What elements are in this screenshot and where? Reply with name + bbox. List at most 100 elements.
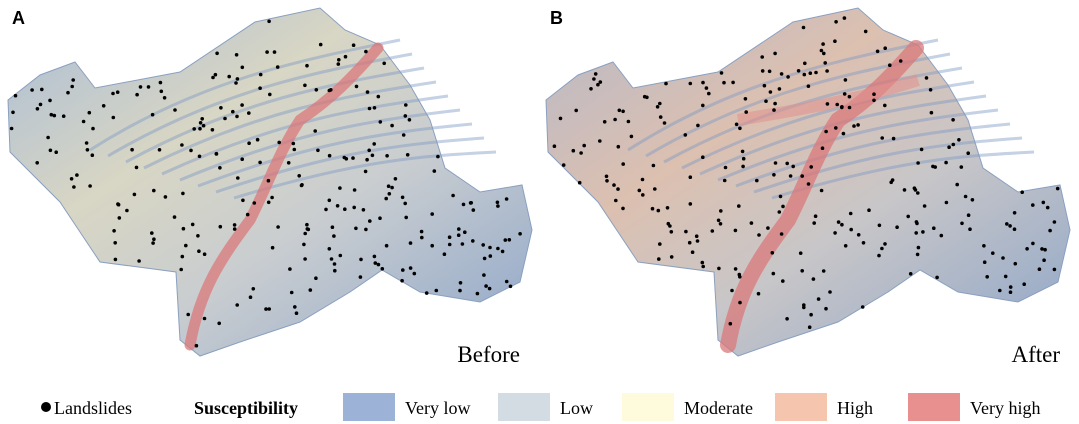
ridge <box>753 136 1023 194</box>
landslide-point <box>9 126 14 131</box>
landslide-point <box>403 201 408 206</box>
landslide-point <box>877 253 881 258</box>
landslide-point <box>690 250 695 254</box>
landslide-point <box>701 103 705 108</box>
landslide-point <box>834 126 838 130</box>
landslide-point <box>806 182 811 186</box>
landslide-point <box>40 87 44 92</box>
landslide-point <box>382 61 387 66</box>
landslide-point <box>860 305 865 309</box>
landslide-point <box>841 131 846 136</box>
landslide-point <box>664 81 668 86</box>
landslide-point <box>764 99 768 103</box>
landslide-point <box>912 186 917 190</box>
landslide-point <box>637 188 642 193</box>
landslide-point <box>781 279 785 283</box>
landslide-point <box>451 193 455 198</box>
landslide-point <box>842 16 847 20</box>
landslide-point <box>192 127 196 131</box>
landslide-point <box>877 223 882 228</box>
landslide-point <box>863 29 868 34</box>
landslide-point <box>891 136 896 141</box>
landslide-point <box>461 202 466 207</box>
landslide-point <box>248 295 253 300</box>
landslide-point <box>1031 241 1035 246</box>
legend-item-label: High <box>837 398 873 418</box>
landslide-point <box>834 20 838 24</box>
landslide-point <box>867 208 871 212</box>
landslide-point <box>785 161 789 166</box>
landslide-point <box>1012 211 1017 215</box>
landslide-point <box>684 229 688 234</box>
ridge <box>735 122 1011 188</box>
landslide-point <box>889 180 893 185</box>
landslide-point <box>342 155 347 160</box>
landslide-point <box>598 139 602 143</box>
landslide-point <box>779 232 784 236</box>
ridge <box>771 150 1035 200</box>
landslide-point <box>701 80 705 85</box>
legend-marker-label: Landslides <box>54 398 132 418</box>
landslide-point <box>966 213 971 217</box>
landslide-point <box>816 297 821 301</box>
landslide-point <box>265 50 269 54</box>
landslide-point <box>231 109 235 114</box>
landslide-point <box>458 281 463 285</box>
landslide-point <box>935 275 939 280</box>
landslide-point <box>737 204 741 208</box>
landslide-point <box>286 161 291 165</box>
landslide-point <box>49 112 54 117</box>
landslide-point <box>824 306 828 311</box>
landslide-point <box>48 98 52 103</box>
landslide-point <box>852 124 856 128</box>
landslide-point <box>432 169 437 173</box>
landslide-point <box>482 273 486 277</box>
landslide-point <box>1055 186 1060 191</box>
landslide-point <box>194 343 199 348</box>
landslide-point <box>412 271 417 276</box>
landslide-point <box>468 201 473 205</box>
landslide-point <box>915 221 919 226</box>
landslide-point <box>749 221 754 225</box>
landslide-point <box>621 109 625 114</box>
landslide-point <box>138 85 143 89</box>
landslide-point <box>405 153 410 157</box>
landslide-point <box>755 178 759 183</box>
landslide-point <box>944 160 948 165</box>
landslide-point <box>364 227 368 232</box>
landslide-point <box>72 185 76 189</box>
landslide-point <box>359 257 363 262</box>
landslide-point <box>11 110 15 115</box>
landslide-point <box>179 267 183 272</box>
landslide-point <box>629 134 634 139</box>
landslide-point <box>495 200 500 205</box>
landslide-point <box>181 226 186 231</box>
landslide-point <box>61 114 66 118</box>
landslide-point <box>924 76 929 80</box>
landslide-point <box>488 245 492 250</box>
landslide-point <box>717 266 721 271</box>
legend-swatch <box>775 393 827 421</box>
landslide-point <box>255 137 260 142</box>
landslide-point <box>574 108 578 113</box>
landslide-point <box>669 230 674 234</box>
landslide-point <box>213 72 218 77</box>
landslide-point <box>458 288 462 293</box>
landslide-point <box>760 69 765 73</box>
landslide-point <box>908 272 913 276</box>
landslide-point <box>1020 190 1024 194</box>
landslide-point <box>771 271 776 276</box>
landslide-point <box>665 206 670 210</box>
landslide-point <box>833 231 837 235</box>
landslide-point <box>932 226 936 230</box>
landslide-point <box>579 151 583 155</box>
landslide-point <box>318 42 323 47</box>
landslide-point <box>821 42 825 46</box>
landslide-point <box>688 202 693 206</box>
landslide-point <box>843 78 848 82</box>
landslide-point <box>760 55 764 59</box>
landslide-point <box>902 188 907 192</box>
landslide-point <box>370 153 375 158</box>
landslide-point <box>352 205 357 210</box>
